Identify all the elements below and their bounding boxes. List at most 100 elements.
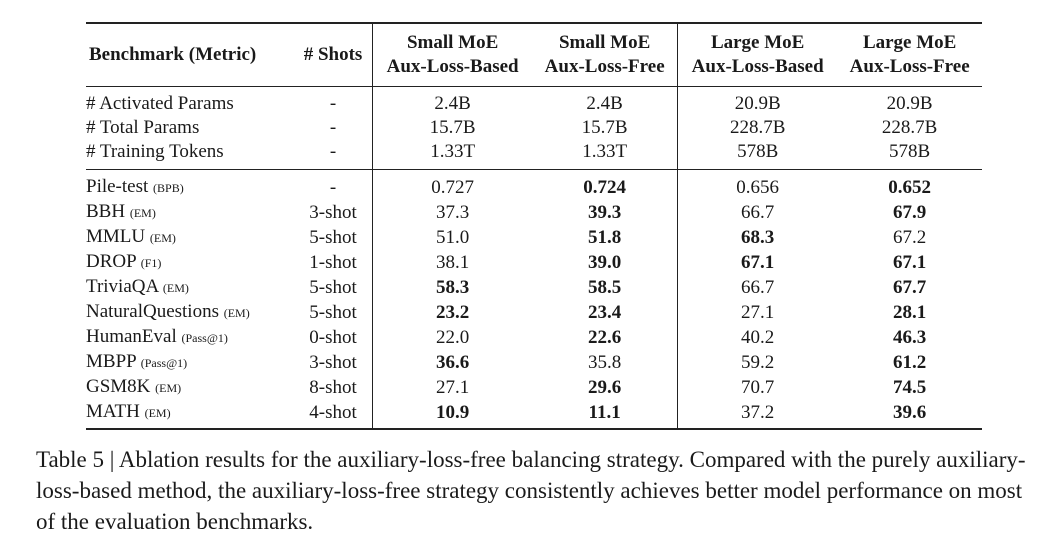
- value-cell: 39.6: [893, 401, 927, 423]
- value-cell: 67.1: [893, 251, 927, 273]
- value-cell: 66.7: [677, 200, 838, 225]
- value-cell: 58.3: [372, 275, 533, 300]
- table-row: MBPP (Pass@1) 3-shot 36.6 35.8 59.2 61.2: [86, 350, 982, 375]
- metric-label: (EM): [129, 206, 156, 220]
- table-row: TriviaQA (EM) 5-shot 58.3 58.5 66.7 67.7: [86, 275, 982, 300]
- metric-label: (EM): [223, 306, 250, 320]
- value-cell: 39.3: [588, 201, 622, 223]
- results-table: Benchmark (Metric) # Shots Small MoE Aux…: [86, 22, 982, 431]
- value-cell: 228.7B: [881, 117, 938, 138]
- metric-label: (EM): [149, 231, 176, 245]
- shots-cell: -: [329, 93, 337, 114]
- shots-cell: 8-shot: [309, 376, 357, 398]
- value-cell: 67.7: [893, 276, 927, 298]
- benchmark-cell: GSM8K (EM): [86, 375, 294, 400]
- value-cell: 58.5: [588, 276, 622, 298]
- shots-cell: -: [329, 141, 337, 162]
- benchmark-cell: DROP (F1): [86, 250, 294, 275]
- shots-cell: 5-shot: [309, 276, 357, 298]
- value-cell: 1.33T: [372, 140, 533, 170]
- value-cell: 51.0: [372, 225, 533, 250]
- value-cell: 578B: [889, 141, 931, 162]
- value-cell: 39.0: [588, 251, 622, 273]
- value-cell: 23.4: [588, 301, 622, 323]
- value-cell: 228.7B: [677, 116, 838, 140]
- benchmark-cell: MMLU (EM): [86, 225, 294, 250]
- value-cell: 22.0: [372, 325, 533, 350]
- header-row: Benchmark (Metric) # Shots Small MoE Aux…: [86, 24, 982, 87]
- table-row: # Total Params - 15.7B 15.7B 228.7B 228.7B: [86, 116, 982, 140]
- value-cell: 61.2: [893, 351, 927, 373]
- benchmark-cell: TriviaQA (EM): [86, 275, 294, 300]
- benchmark-name: MATH: [86, 401, 140, 422]
- row-label: # Total Params: [86, 117, 200, 138]
- value-cell: 0.656: [677, 170, 838, 200]
- row-label: # Activated Params: [86, 93, 234, 114]
- metric-label: (F1): [140, 256, 162, 270]
- row-label: # Training Tokens: [86, 141, 224, 162]
- value-cell: 22.6: [588, 326, 622, 348]
- value-cell: 27.1: [372, 375, 533, 400]
- value-cell: 29.6: [588, 376, 622, 398]
- value-cell: 38.1: [372, 250, 533, 275]
- value-cell: 11.1: [588, 401, 621, 423]
- table-row: HumanEval (Pass@1) 0-shot 22.0 22.6 40.2 46.3: [86, 325, 982, 350]
- value-cell: 2.4B: [372, 87, 533, 116]
- table-row: MATH (EM) 4-shot 10.9 11.1 37.2 39.6: [86, 400, 982, 429]
- value-cell: 2.4B: [586, 93, 623, 114]
- value-cell: 67.2: [893, 226, 927, 248]
- table-row: BBH (EM) 3-shot 37.3 39.3 66.7 67.9: [86, 200, 982, 225]
- table-row: DROP (F1) 1-shot 38.1 39.0 67.1 67.1: [86, 250, 982, 275]
- benchmark-name: MMLU: [86, 226, 146, 247]
- benchmark-cell: HumanEval (Pass@1): [86, 325, 294, 350]
- value-cell: 578B: [677, 140, 838, 170]
- shots-cell: 5-shot: [309, 301, 357, 323]
- metric-label: (Pass@1): [140, 356, 188, 370]
- large-aux-loss-free-header: Large MoE Aux-Loss-Free: [849, 32, 970, 77]
- shots-cell: -: [329, 117, 337, 138]
- value-cell: 67.9: [893, 201, 927, 223]
- value-cell: 74.5: [893, 376, 927, 398]
- table-row: # Activated Params - 2.4B 2.4B 20.9B 20.9B: [86, 87, 982, 116]
- value-cell: 40.2: [677, 325, 838, 350]
- value-cell: 15.7B: [581, 117, 628, 138]
- metric-label: (EM): [155, 381, 182, 395]
- benchmark-name: GSM8K: [86, 376, 151, 397]
- benchmark-header: Benchmark (Metric): [89, 44, 257, 65]
- benchmark-cell: NaturalQuestions (EM): [86, 300, 294, 325]
- metric-label: (BPB): [153, 181, 184, 195]
- value-cell: 23.2: [372, 300, 533, 325]
- shots-cell: 5-shot: [309, 226, 357, 248]
- value-cell: 20.9B: [886, 93, 933, 114]
- large-aux-loss-based-header: Large MoE Aux-Loss-Based: [677, 24, 838, 87]
- value-cell: 20.9B: [677, 87, 838, 116]
- value-cell: 0.652: [888, 176, 932, 198]
- value-cell: 66.7: [677, 275, 838, 300]
- params-section: # Activated Params -2.4B 2.4B 20.9B 20.9B # T…: [86, 87, 982, 170]
- value-cell: 15.7B: [372, 116, 533, 140]
- benchmark-cell: Pile-test (BPB): [86, 170, 294, 200]
- value-cell: 37.2: [677, 400, 838, 429]
- benchmark-name: DROP: [86, 251, 136, 272]
- value-cell: 59.2: [677, 350, 838, 375]
- shots-cell: 0-shot: [309, 326, 357, 348]
- value-cell: 67.1: [677, 250, 838, 275]
- table-row: # Training Tokens - 1.33T 1.33T 578B 578B: [86, 140, 982, 170]
- table-caption: Table 5 | Ablation results for the auxil…: [36, 447, 1026, 534]
- benchmark-name: MBPP: [86, 351, 136, 372]
- value-cell: 0.724: [583, 176, 627, 198]
- shots-cell: 3-shot: [309, 201, 357, 223]
- shots-cell: 1-shot: [309, 251, 357, 273]
- value-cell: 0.727: [372, 170, 533, 200]
- benchmark-cell: MATH (EM): [86, 400, 294, 429]
- value-cell: 28.1: [893, 301, 927, 323]
- benchmark-cell: MBPP (Pass@1): [86, 350, 294, 375]
- value-cell: 36.6: [372, 350, 533, 375]
- benchmark-name: NaturalQuestions: [86, 301, 219, 322]
- value-cell: 37.3: [372, 200, 533, 225]
- metric-label: (Pass@1): [181, 331, 228, 345]
- shots-cell: -: [329, 176, 337, 198]
- benchmark-name: TriviaQA: [86, 276, 159, 297]
- table-row: NaturalQuestions (EM) 5-shot 23.2 23.4 27.1 2…: [86, 300, 982, 325]
- benchmarks-section: Pile-test (BPB) -0.727 0.724 0.656 0.652 BBH …: [86, 170, 982, 429]
